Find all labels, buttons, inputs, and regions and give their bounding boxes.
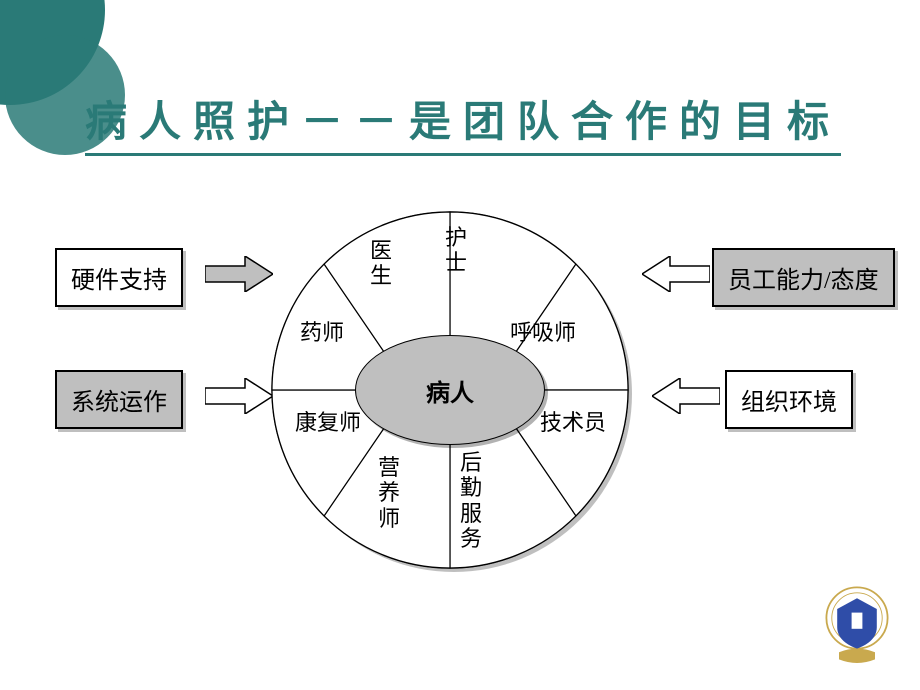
box-system-operation: 系统运作 xyxy=(55,370,183,429)
segment-label-logistics: 后 勤 服 务 xyxy=(460,450,482,551)
center-label: 病人 xyxy=(426,373,474,408)
segment-label-doctor: 医 生 xyxy=(370,238,392,289)
page-title: 病人照护－－是团队合作的目标 xyxy=(85,88,841,156)
segment-label-pharmacist: 药师 xyxy=(300,320,344,345)
box-staff-ability: 员工能力/态度 xyxy=(712,248,895,307)
segment-label-technician: 技术员 xyxy=(540,410,606,435)
segment-label-rehab: 康复师 xyxy=(295,410,361,435)
arrow-top-right xyxy=(642,256,710,292)
hospital-seal-logo xyxy=(812,582,902,672)
arrow-bottom-right xyxy=(652,378,720,414)
segment-label-respirator: 呼吸师 xyxy=(510,320,576,345)
diagram-stage: 硬件支持 系统运作 员工能力/态度 组织环境 病人 护 士呼吸师技术员后 勤 服… xyxy=(0,170,920,600)
box-org-environment: 组织环境 xyxy=(725,370,853,429)
box-hardware-support: 硬件支持 xyxy=(55,248,183,307)
segment-label-nurse: 护 士 xyxy=(445,225,467,276)
segment-label-nutrition: 营 养 师 xyxy=(378,455,400,531)
center-patient: 病人 xyxy=(355,335,545,445)
